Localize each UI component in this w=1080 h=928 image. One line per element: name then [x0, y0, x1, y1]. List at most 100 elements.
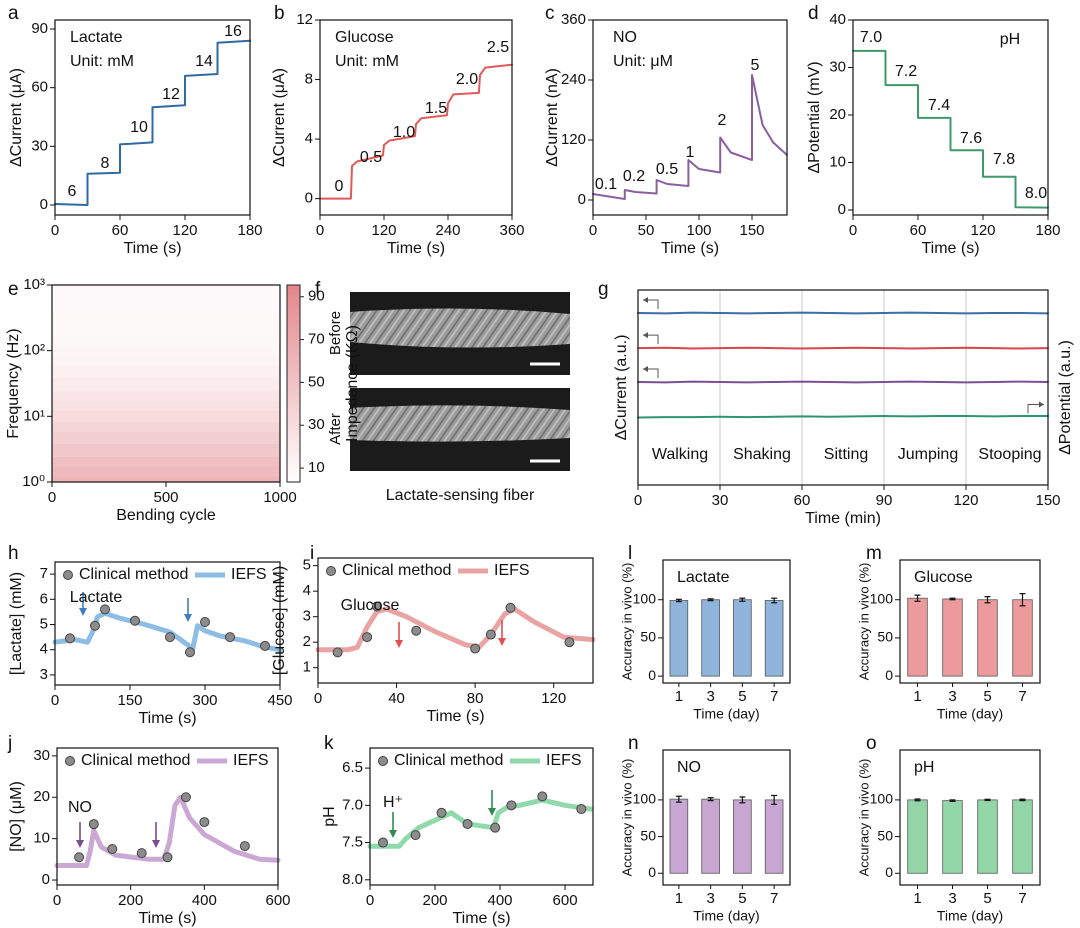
x-tick-label: 80 — [467, 690, 484, 707]
annotation: 1 — [686, 144, 695, 161]
x-tick-label: 0 — [849, 222, 857, 239]
y-axis-label: pH — [321, 806, 338, 826]
heatmap-cell — [52, 443, 280, 458]
x-tick-label: 0 — [53, 892, 61, 909]
data-line — [637, 346, 1049, 350]
panel-letter: b — [274, 3, 285, 24]
image-caption: Lactate-sensing fiber — [386, 487, 535, 504]
data-line — [637, 380, 1049, 384]
y-tick-label: 2 — [303, 633, 311, 650]
chart-title: pH — [914, 759, 934, 776]
y-tick-label: 240 — [561, 71, 586, 88]
x-tick-label: 5 — [738, 688, 746, 705]
axis-indicator — [1027, 404, 1044, 414]
x-tick-label: 0 — [316, 222, 324, 239]
data-point — [136, 848, 147, 859]
y-tick-label: 4 — [40, 641, 48, 658]
x-axis-label: Time (s) — [452, 910, 510, 927]
panel: 1 3 5 7 Glucose 0 50 100 Time (day) Accuracy in v… — [856, 559, 1041, 722]
y-tick-label: 10³ — [23, 276, 45, 293]
heatmap-cell — [52, 335, 280, 346]
data-point — [362, 632, 373, 643]
y-tick-label: 60 — [31, 79, 48, 96]
y-tick-label: 360 — [561, 11, 586, 28]
panel-letter: n — [628, 733, 639, 754]
sem-images: Before After Lactate-sensing fiber — [327, 292, 570, 504]
heatmap-cell — [52, 325, 280, 336]
annotation: 2 — [718, 112, 727, 129]
legend-label: Clinical method — [81, 752, 190, 769]
x-tick-label: 7 — [770, 890, 778, 907]
y-tick-label: 0 — [42, 871, 50, 888]
y-tick-label: 4 — [305, 130, 313, 147]
heatmap-cell — [52, 290, 280, 301]
y-axis-label: [Lactate] (mM) — [8, 572, 25, 675]
x-tick-label: 7 — [770, 688, 778, 705]
y-tick-label: 6.5 — [342, 759, 363, 776]
data-point — [260, 640, 270, 651]
y-tick-label: 10² — [23, 342, 45, 359]
x-tick-label: 0 — [51, 222, 59, 239]
panel: Clinical method IEFS 0 40 80 120 1 2 3 4 5 Time (s)… — [271, 557, 596, 725]
heatmap-cell — [52, 400, 280, 412]
x-tick-label: 0 — [48, 489, 56, 506]
x-tick-label: 3 — [948, 688, 956, 705]
axes-frame — [662, 749, 791, 886]
y-tick-label: 5 — [303, 557, 311, 574]
heatmap-cell — [52, 410, 280, 423]
panel-letter: j — [7, 733, 12, 754]
bar — [942, 800, 963, 874]
bar — [1012, 799, 1033, 874]
image-label: After — [327, 413, 344, 445]
annotation: 7.0 — [860, 29, 882, 46]
x-tick-label: 150 — [1035, 492, 1060, 509]
arrow-head — [395, 640, 403, 648]
colorbar-label: Impedance (KΩ) — [344, 325, 361, 442]
y-tick-label: 120 — [561, 131, 586, 148]
y-tick-label: 3 — [303, 608, 311, 625]
heatmap-cell — [52, 421, 280, 432]
y-axis-label: Accuracy in vivo (%) — [619, 563, 634, 681]
bar — [701, 599, 720, 677]
annotation: 1.5 — [425, 100, 447, 117]
x-tick-label: 360 — [499, 222, 524, 239]
x-tick-label: 180 — [237, 222, 262, 239]
annotation: 7.8 — [993, 151, 1015, 168]
data-point — [505, 602, 516, 613]
bar — [1012, 599, 1033, 677]
legend-label: IEFS — [231, 566, 267, 583]
data-point — [576, 804, 587, 815]
panel-letter: l — [628, 543, 632, 564]
y-tick-label: 0 — [578, 191, 586, 208]
bar — [942, 598, 963, 677]
annotation: 10 — [130, 119, 148, 136]
data-point — [88, 819, 99, 830]
y-tick-label: 90 — [31, 20, 48, 37]
y-axis-label: [Glucose] (mM) — [271, 566, 288, 675]
x-tick-label: 60 — [794, 492, 811, 509]
x-tick-label: 5 — [983, 890, 991, 907]
arrow-head — [389, 830, 397, 838]
x-tick-label: 60 — [910, 222, 927, 239]
x-tick-label: 1 — [675, 890, 683, 907]
axes-frame — [54, 561, 281, 686]
y-tick-label: 10 — [33, 830, 50, 847]
x-tick-label: 90 — [876, 492, 893, 509]
x-tick-label: 40 — [388, 690, 405, 707]
arrow-head — [184, 614, 192, 622]
x-tick-label: 0 — [589, 222, 597, 239]
data-point — [165, 632, 175, 643]
x-axis-label: Time (s) — [138, 710, 196, 727]
panel: 1 3 5 7 pH 0 50 100 Time (day) Accuracy in vivo (… — [856, 749, 1041, 924]
x-tick-label: 60 — [112, 222, 129, 239]
annotation: NO — [68, 799, 92, 816]
axis-indicator-head — [643, 332, 648, 339]
axes-frame — [637, 289, 1049, 486]
data-line — [52, 610, 283, 653]
heatmap-cell — [52, 476, 280, 483]
bar — [733, 599, 752, 677]
panel: Clinical method IEFS 0 150 300 450 3 4 5 6 7 Time (… — [8, 561, 293, 727]
data-point — [225, 632, 235, 643]
annotation: Stooping — [978, 446, 1041, 463]
data-line — [592, 74, 788, 200]
